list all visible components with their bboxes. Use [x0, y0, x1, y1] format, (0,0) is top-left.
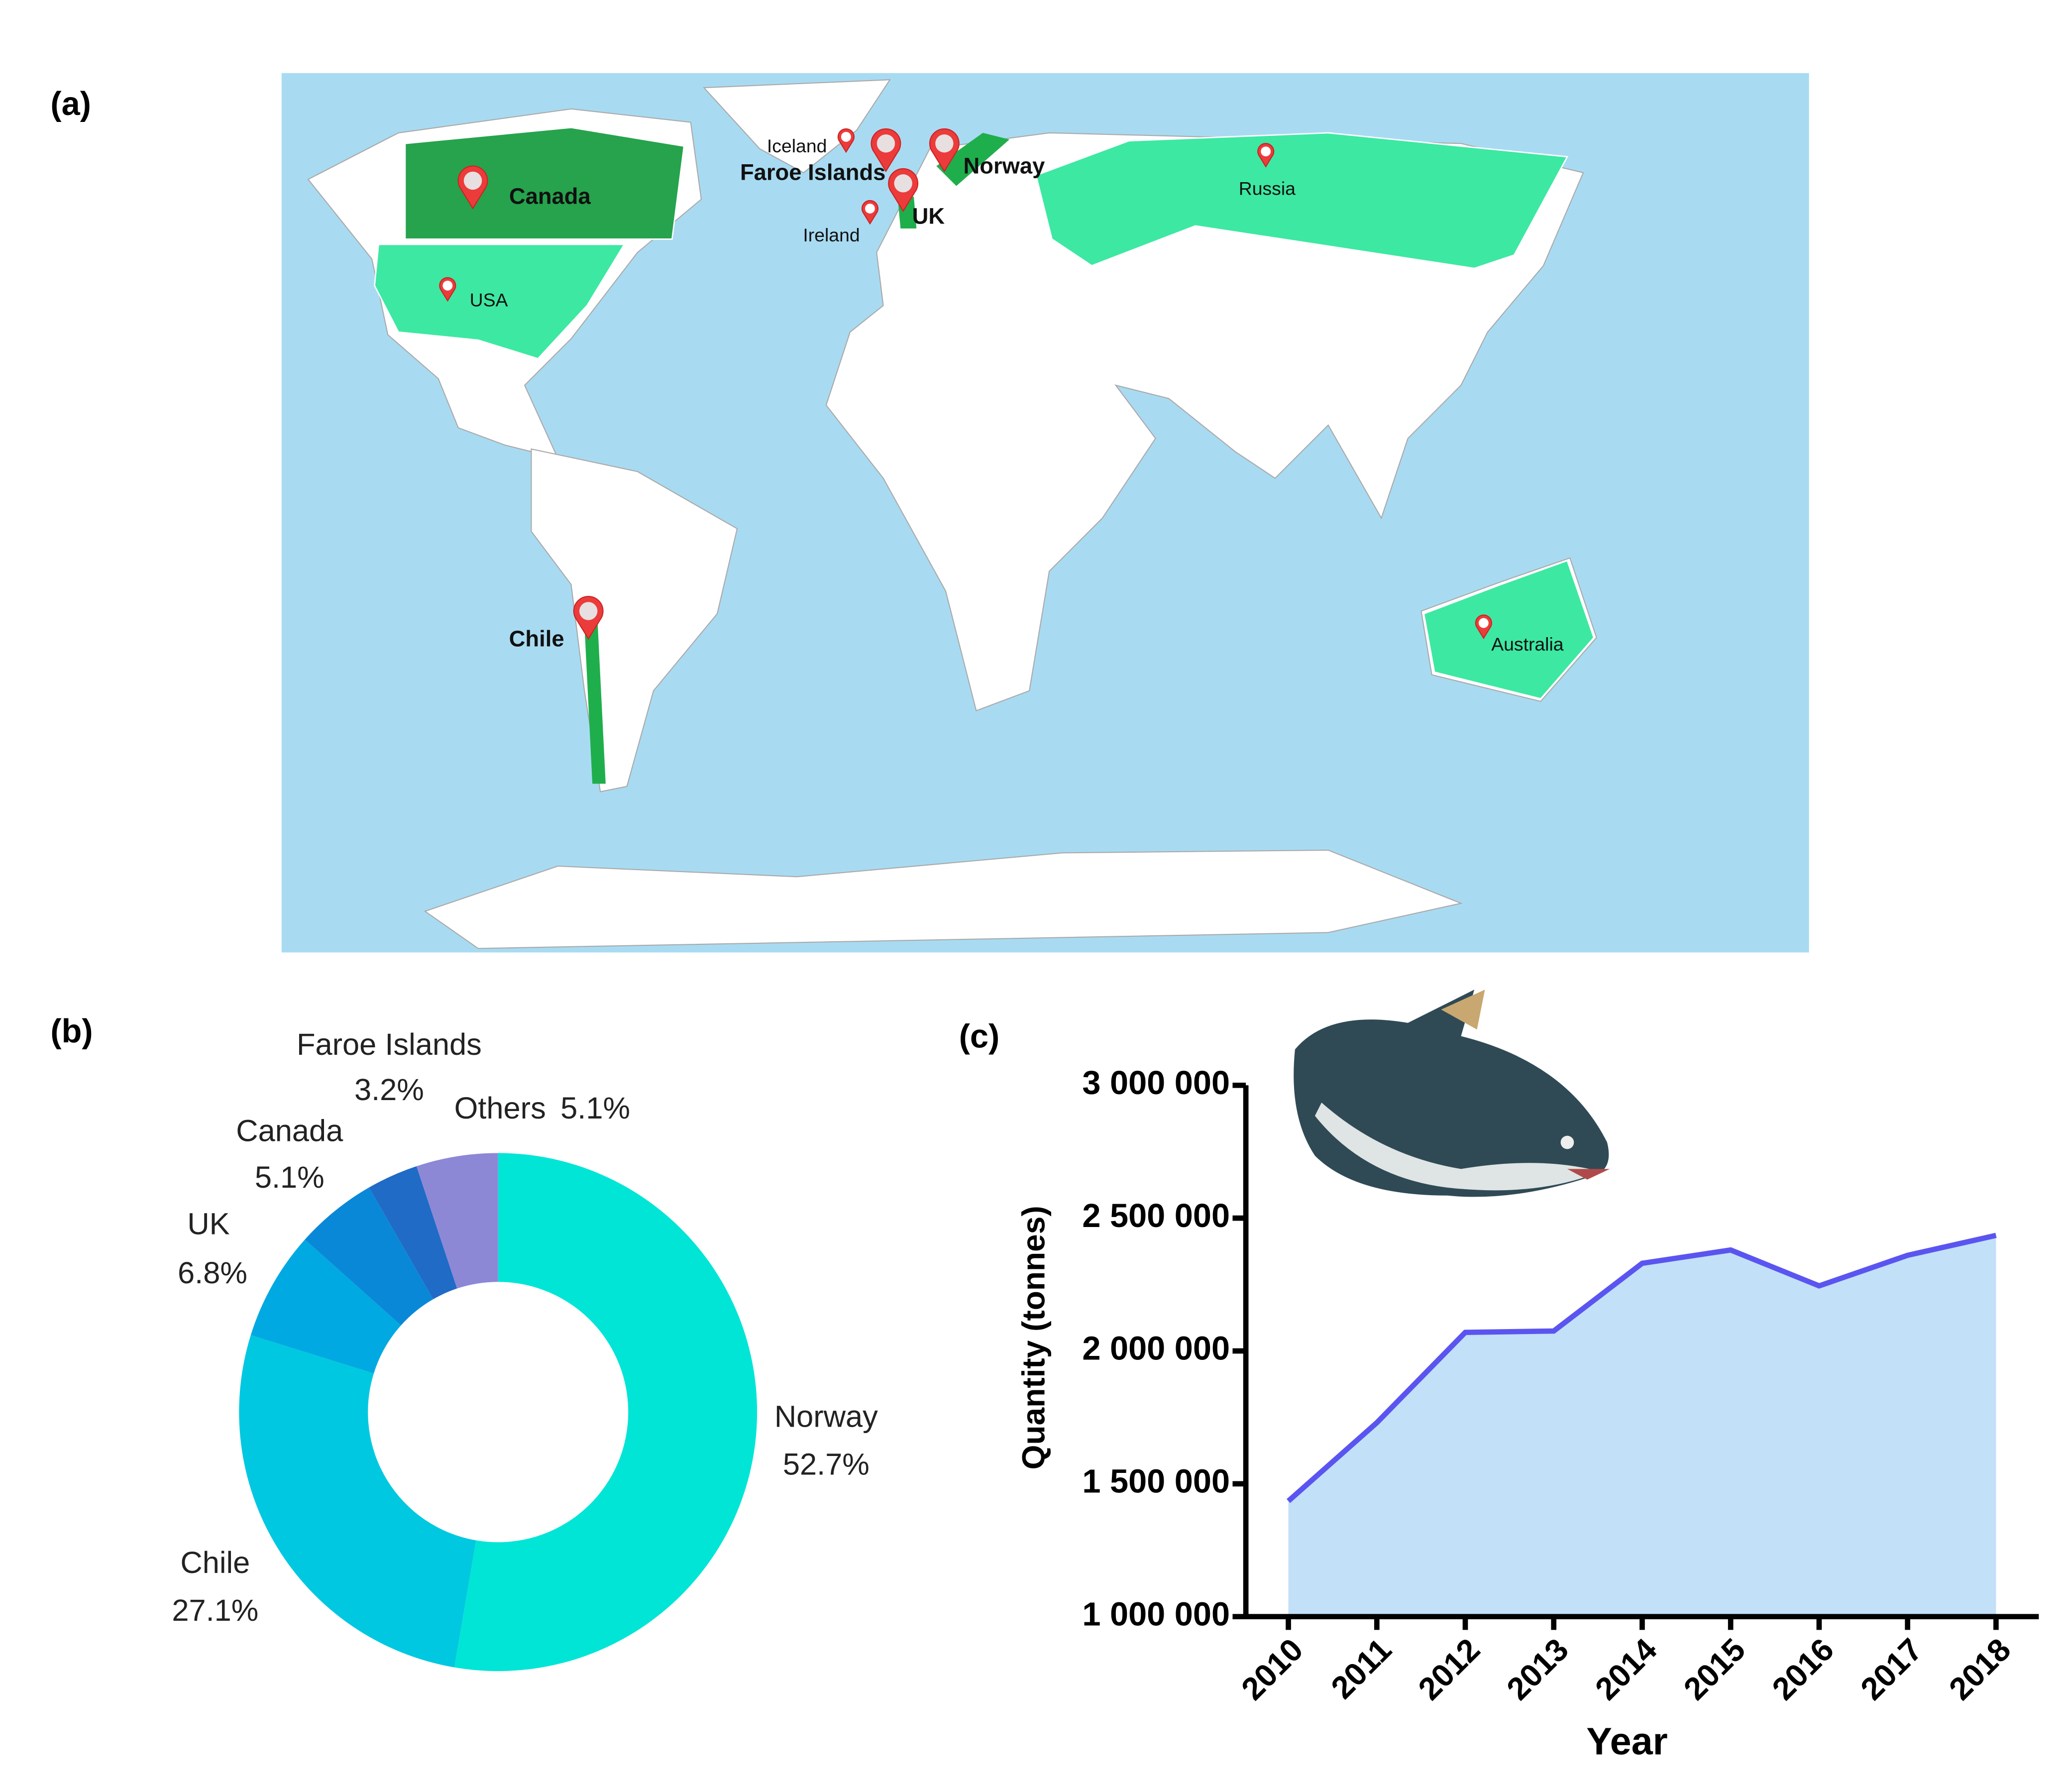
y-tick-label: 2 500 000 [1082, 1198, 1230, 1234]
y-axis-label: Quantity (tonnes) [1015, 1206, 1051, 1469]
map-marker-dot [894, 174, 912, 193]
place-label: Ireland [803, 224, 860, 245]
panel-label: (b) [50, 1013, 93, 1050]
x-tick-label: 2016 [1765, 1631, 1841, 1707]
map-marker-dot [865, 204, 875, 214]
x-axis-label: Year [1586, 1720, 1668, 1763]
place-label: USA [470, 290, 508, 311]
norway-region [936, 132, 1010, 186]
place-label: Russia [1239, 178, 1296, 199]
antarctica [424, 849, 1463, 949]
slice-value-label: 3.2% [354, 1073, 424, 1107]
donut-slice [416, 1153, 498, 1289]
australia-region [1423, 559, 1595, 700]
panel-label: (c) [959, 1018, 1000, 1055]
slice-label: UK [187, 1207, 229, 1241]
place-label: Norway [964, 153, 1045, 178]
slice-label: Chile [180, 1546, 250, 1580]
map-marker-dot [841, 131, 851, 142]
x-tick-label: 2013 [1500, 1631, 1575, 1707]
slice-value-label: 27.1% [172, 1593, 258, 1628]
x-tick-label: 2011 [1324, 1631, 1398, 1705]
south-america [531, 448, 738, 792]
slice-label: Others [454, 1091, 546, 1125]
line [1286, 1232, 1997, 1503]
eurasia-africa [825, 132, 1584, 712]
map [281, 73, 1809, 953]
slice-value-label: 52.7% [783, 1447, 870, 1481]
donut-slice [369, 1166, 457, 1299]
chile-region [584, 624, 606, 784]
x-tick-label: 2014 [1588, 1631, 1664, 1707]
y-tick-label: 2 000 000 [1082, 1331, 1230, 1367]
map-marker-dot [876, 134, 895, 153]
place-label: Iceland [767, 135, 827, 156]
x-tick-label: 2017 [1854, 1631, 1929, 1707]
x-tick-label: 2018 [1942, 1631, 2018, 1707]
slice-value-label: 5.1% [255, 1160, 325, 1195]
slice-label: Norway [774, 1399, 878, 1434]
place-label: Faroe Islands [740, 160, 885, 185]
y-tick-label: 1 000 000 [1082, 1596, 1230, 1633]
place-label: Chile [509, 626, 564, 651]
slice-label: Faroe Islands [297, 1027, 482, 1062]
y-tick-label: 3 000 000 [1082, 1065, 1230, 1102]
x-tick-label: 2012 [1412, 1631, 1487, 1707]
place-label: Canada [509, 184, 591, 209]
slice-value-label: 5.1% [560, 1091, 630, 1125]
x-tick-label: 2015 [1677, 1631, 1752, 1707]
donut-slice [454, 1153, 758, 1672]
map-marker-dot [1478, 618, 1489, 628]
area-fill [1288, 1235, 1996, 1617]
x-tick-label: 2010 [1234, 1631, 1310, 1707]
place-label: UK [912, 204, 945, 229]
y-tick-label: 1 500 000 [1082, 1463, 1230, 1500]
slice-label: Canada [236, 1114, 343, 1148]
map-marker-dot [579, 602, 598, 620]
usa-region [374, 243, 626, 360]
map-marker-dot [1261, 146, 1271, 157]
greenland [703, 79, 891, 174]
canada-region [404, 126, 685, 240]
slice-value-label: 6.8% [178, 1256, 247, 1290]
map-marker-dot [463, 171, 482, 190]
donut-slice [239, 1335, 476, 1668]
donut-slice [250, 1239, 401, 1374]
panel-label: (a) [50, 86, 91, 122]
donut-slice [305, 1187, 434, 1326]
fish-illustration [1294, 990, 1610, 1197]
map-marker-dot [442, 280, 453, 291]
russia-region [1035, 132, 1569, 269]
place-label: Australia [1491, 634, 1564, 655]
map-marker-dot [935, 134, 954, 153]
